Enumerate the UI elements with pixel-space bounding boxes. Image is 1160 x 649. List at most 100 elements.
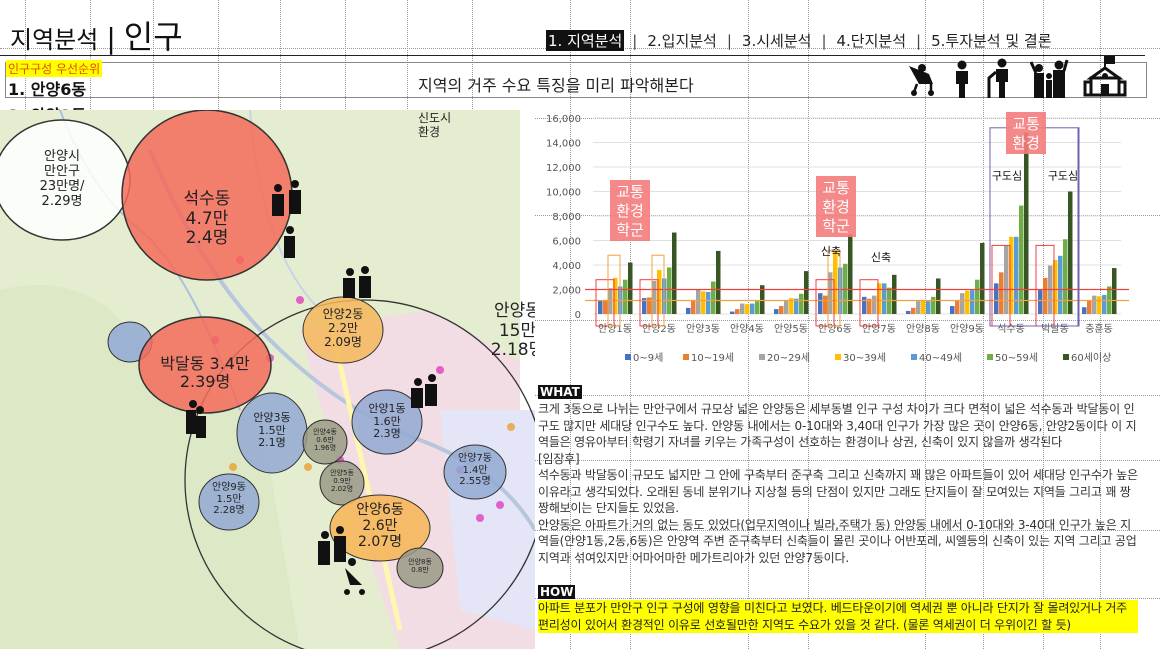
y-tick-label: 6,000 bbox=[552, 237, 581, 248]
nav-separator: | bbox=[916, 32, 922, 50]
y-tick-label: 12,000 bbox=[546, 163, 581, 174]
bar-30~39세-안양1동 bbox=[613, 277, 618, 314]
title-section: 지역분석 bbox=[10, 26, 99, 54]
legend-label: 0~9세 bbox=[633, 352, 663, 364]
bar-50~59세-안양9동 bbox=[975, 279, 980, 314]
family-icon bbox=[1029, 59, 1069, 98]
legend-label: 50~59세 bbox=[995, 352, 1038, 364]
guide-line bbox=[0, 598, 1160, 599]
nav-separator: | bbox=[632, 32, 638, 50]
legend-label: 40~49세 bbox=[919, 352, 962, 364]
bar-30~39세-안양9동 bbox=[965, 290, 970, 314]
x-tick-label: 안양3동 bbox=[686, 323, 720, 335]
bar-10~19세-안양4동 bbox=[735, 309, 740, 314]
annotation-new-build: 신축 bbox=[821, 245, 841, 258]
area-label-anyang4: 안양4동 0.6만 1.96명 bbox=[313, 428, 337, 453]
bar-50~59세-안양3동 bbox=[711, 281, 716, 314]
guide-line bbox=[0, 460, 1160, 461]
nav-item-price[interactable]: 3.시세분석 bbox=[741, 32, 812, 50]
annotation-text: 학군 bbox=[822, 217, 850, 235]
bar-10~19세-안양3동 bbox=[691, 300, 696, 314]
subtitle-box bbox=[5, 62, 1147, 98]
bar-50~59세-안양2동 bbox=[667, 267, 672, 314]
bar-30~39세-안양4동 bbox=[745, 304, 750, 314]
nav-separator: | bbox=[726, 32, 732, 50]
x-tick-label: 충훈동 bbox=[1085, 322, 1113, 335]
bar-50~59세-안양8동 bbox=[931, 296, 936, 314]
annotation-text: 학군 bbox=[616, 221, 644, 239]
bar-20~29세-안양2동 bbox=[652, 280, 657, 314]
bar-50~59세-안양5동 bbox=[799, 293, 804, 314]
nav-item-region[interactable]: 1. 지역분석 bbox=[546, 30, 625, 51]
guide-line bbox=[0, 118, 1160, 119]
area-label-anyang1: 안양1동 1.6만 2.3명 bbox=[368, 402, 406, 441]
x-tick-label: 박달동 bbox=[1041, 323, 1069, 335]
bar-20~29세-석수동 bbox=[1004, 245, 1009, 314]
x-tick-label: 안양2동 bbox=[642, 323, 676, 335]
legend-label: 60세이상 bbox=[1071, 352, 1111, 364]
bar-0~9세-안양3동 bbox=[686, 307, 691, 314]
bar-30~39세-안양3동 bbox=[701, 291, 706, 314]
area-label-anyang7: 안양7동 1.4만 2.55명 bbox=[458, 453, 492, 487]
bar-20~29세-충훈동 bbox=[1092, 295, 1097, 314]
area-label-anyang3: 안양3동 1.5만 2.1명 bbox=[253, 411, 291, 450]
area-label-manan: 안양시 만안구 23만명/2.29명 bbox=[39, 149, 85, 209]
annotation-new-build: 신축 bbox=[871, 251, 891, 264]
bar-10~19세-석수동 bbox=[999, 272, 1004, 314]
nav-item-location[interactable]: 2.입지분석 bbox=[647, 32, 717, 50]
population-map: 신도시 환경 안양시 만안구 23만명/2.29명 석수동 4.7만 2.4명 박달동 3… bbox=[0, 110, 535, 649]
bar-60세이상-안양6동 bbox=[848, 234, 853, 314]
bar-30~39세-석수동 bbox=[1009, 236, 1014, 314]
bar-10~19세-안양6동 bbox=[823, 295, 828, 314]
nav-item-investment[interactable]: 5.투자분석 및 결론 bbox=[931, 32, 1052, 50]
nav-item-complex[interactable]: 4.단지분석 bbox=[836, 32, 907, 50]
area-label-anyang8: 안양8동 0.8만 bbox=[408, 558, 432, 575]
analysis-text: 크게 3동으로 나뉘는 만안구에서 규모상 넓은 안양동은 세부동별 인구 구성… bbox=[538, 401, 1138, 566]
bar-60세이상-안양7동 bbox=[892, 274, 897, 314]
bar-0~9세-안양1동 bbox=[598, 300, 603, 314]
highlight-box bbox=[639, 279, 659, 327]
family-icon bbox=[186, 180, 437, 595]
bar-10~19세-안양9동 bbox=[955, 300, 960, 314]
bar-30~39세-안양8동 bbox=[921, 300, 926, 314]
x-tick-label: 안양8동 bbox=[906, 323, 940, 335]
bar-0~9세-박달동 bbox=[1038, 290, 1043, 314]
after-visit-1: 석수동과 박달동이 규모도 넓지만 그 안에 구축부터 준구축 그리고 신축까지… bbox=[538, 468, 1138, 515]
legend-label: 20~29세 bbox=[767, 352, 810, 364]
bar-30~39세-안양2동 bbox=[657, 269, 662, 314]
bar-10~19세-박달동 bbox=[1043, 277, 1048, 314]
bar-40~49세-안양7동 bbox=[882, 283, 887, 314]
header-divider bbox=[0, 55, 1145, 56]
priority-item: 1. 안양6동 bbox=[8, 80, 87, 99]
y-tick-label: 10,000 bbox=[546, 188, 581, 199]
annotation-text: 환경 bbox=[616, 202, 644, 220]
how-body: 아파트 분포가 만안구 인구 구성에 영향을 미친다고 보였다. 베드타운이기에… bbox=[538, 600, 1138, 633]
bar-30~39세-충훈동 bbox=[1097, 296, 1102, 314]
bar-50~59세-안양4동 bbox=[755, 301, 760, 314]
after-visit-2: 안양동은 아파트가 거의 없는 동도 있었다(업무지역이나 빌라,주택가 동) … bbox=[538, 517, 1137, 565]
guide-line bbox=[925, 0, 926, 649]
area-label-anyang2: 안양2동 2.2만 2.09명 bbox=[322, 307, 364, 349]
bar-0~9세-안양5동 bbox=[774, 309, 779, 314]
annotation-box bbox=[1006, 112, 1046, 154]
bar-0~9세-안양7동 bbox=[862, 296, 867, 314]
bar-10~19세-안양7동 bbox=[867, 298, 872, 314]
area-label-anyang6: 안양6동 2.6만 2.07명 bbox=[356, 502, 404, 551]
bar-40~49세-안양5동 bbox=[794, 298, 799, 314]
area-label-anyang5: 안양5동 0.9만 2.02명 bbox=[330, 469, 354, 494]
elderly-icon bbox=[987, 58, 1008, 98]
page-title: 지역분석 | 인구 bbox=[10, 12, 183, 58]
bar-0~9세-석수동 bbox=[994, 283, 999, 314]
bar-40~49세-충훈동 bbox=[1102, 295, 1107, 314]
annotation-text: 교통 bbox=[1012, 115, 1040, 133]
area-label-bakdal: 박달동 3.4만 2.39명 bbox=[160, 354, 250, 392]
highlight-box bbox=[859, 279, 879, 327]
area-label-anyang9: 안양9동 1.5만 2.28명 bbox=[212, 482, 246, 516]
guide-line bbox=[0, 215, 1160, 216]
stroller-icon bbox=[909, 64, 934, 96]
bar-60세이상-안양4동 bbox=[760, 285, 765, 314]
bar-60세이상-석수동 bbox=[1024, 132, 1029, 314]
guide-line bbox=[1100, 0, 1101, 649]
section-nav: 1. 지역분석 | 2.입지분석 | 3.시세분석 | 4.단지분석 | 5.투자분석 및 결론 bbox=[546, 30, 1054, 51]
